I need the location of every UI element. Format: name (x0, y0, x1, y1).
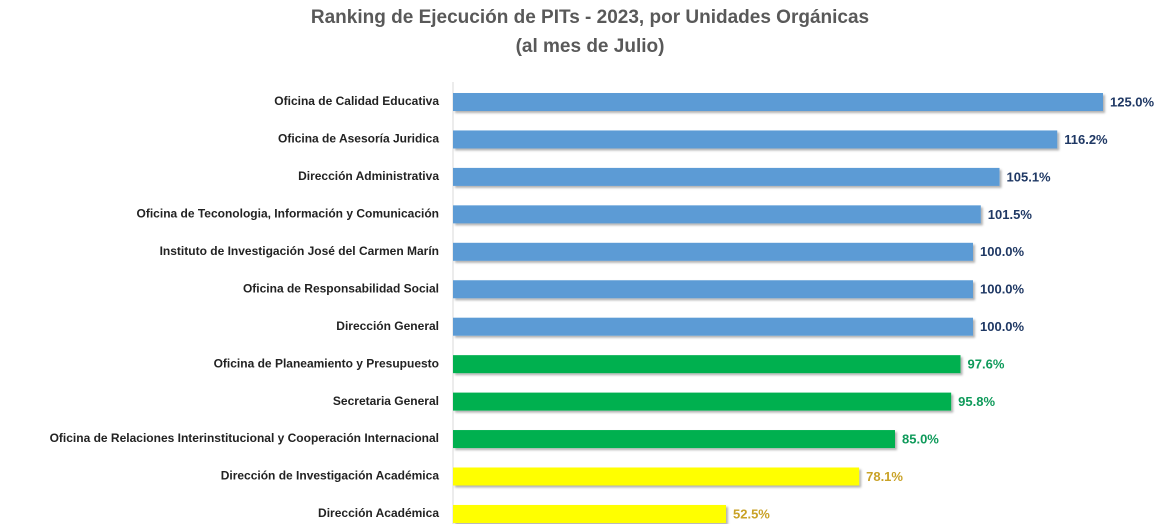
bar (453, 130, 1058, 149)
value-label: 78.1% (866, 469, 903, 484)
y-tick-label: Oficina de Teconologia, Información y Co… (137, 207, 439, 221)
bar (453, 317, 973, 336)
value-label: 85.0% (902, 431, 939, 446)
y-tick-label: Oficina de Planeamiento y Presupuesto (214, 356, 439, 370)
y-tick-label: Dirección Administrativa (298, 169, 439, 183)
chart-title: Ranking de Ejecución de PITs - 2023, por… (311, 7, 869, 28)
y-tick-label: Instituto de Investigación José del Carm… (160, 244, 439, 258)
value-label: 97.6% (968, 357, 1005, 372)
y-tick-label: Oficina de Relaciones Interinstitucional… (50, 431, 439, 445)
y-tick-label: Oficina de Responsabilidad Social (243, 281, 439, 295)
y-tick-label: Secretaria General (333, 394, 439, 408)
value-label: 95.8% (958, 394, 995, 409)
bar (453, 167, 1000, 186)
value-label: 100.0% (980, 244, 1025, 259)
bar (453, 467, 860, 486)
bar (453, 93, 1103, 111)
value-label: 125.0% (1110, 94, 1155, 109)
y-tick-label: Dirección General (336, 319, 439, 333)
value-label: 100.0% (980, 319, 1025, 334)
bar (453, 355, 961, 374)
bar (453, 430, 895, 449)
bar (453, 205, 981, 224)
bar (453, 504, 726, 523)
y-tick-label: Oficina de Calidad Educativa (274, 94, 439, 108)
value-label: 101.5% (988, 207, 1033, 222)
bar (453, 392, 952, 411)
bar (453, 280, 973, 299)
value-label: 52.5% (733, 506, 770, 521)
chart-subtitle: (al mes de Julio) (516, 36, 665, 57)
value-label: 116.2% (1064, 132, 1108, 147)
y-tick-label: Dirección de Investigación Académica (221, 469, 440, 483)
value-label: 100.0% (980, 282, 1025, 297)
y-tick-label: Dirección Académica (318, 506, 439, 520)
bar (453, 242, 973, 261)
y-tick-label: Oficina de Asesoría Juridica (278, 132, 439, 146)
value-label: 105.1% (1007, 169, 1052, 184)
